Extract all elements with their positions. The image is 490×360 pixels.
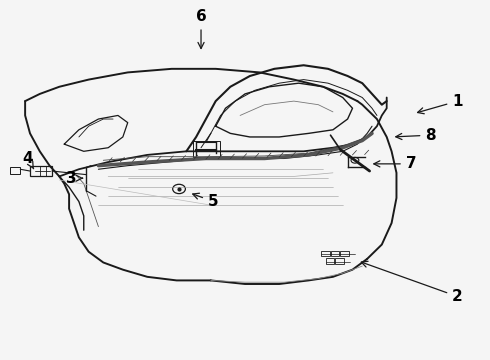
Bar (335, 258, 344, 264)
Text: 6: 6 (196, 9, 206, 49)
Text: 4: 4 (22, 151, 34, 169)
Text: 1: 1 (417, 94, 463, 114)
Text: 2: 2 (361, 261, 463, 304)
Bar (331, 251, 339, 256)
Bar (321, 251, 330, 256)
Bar (326, 258, 334, 264)
Text: 7: 7 (374, 156, 416, 171)
Text: 3: 3 (66, 171, 83, 186)
Bar (10, 167, 20, 174)
Text: 5: 5 (193, 193, 219, 209)
Text: 8: 8 (396, 128, 436, 143)
Bar (30, 166, 52, 176)
Bar (340, 251, 349, 256)
